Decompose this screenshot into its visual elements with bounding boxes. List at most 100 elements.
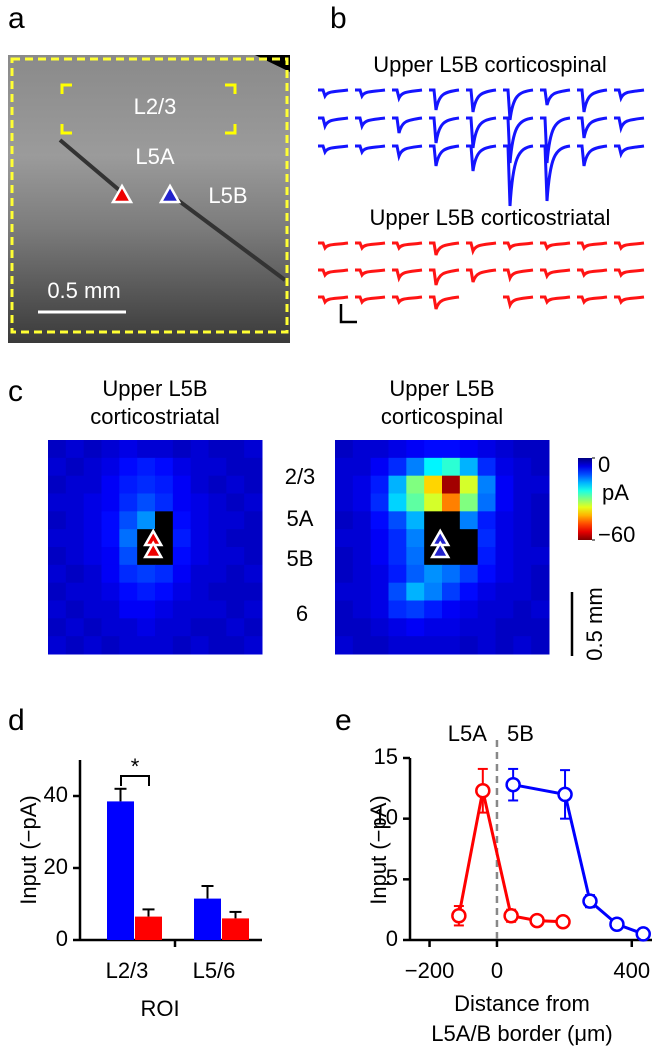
region-label: 5B [507,721,534,746]
map-cell [226,493,245,512]
map-cell [48,547,67,566]
map-cell [137,564,156,584]
map-cell [226,618,245,637]
trace [429,268,460,286]
trace [540,295,571,306]
map-cell [137,457,156,477]
map-cell [459,475,479,494]
trace [318,295,349,306]
map-cell [172,493,192,512]
map-cell [155,600,174,619]
pipette [58,138,127,197]
map-cell [531,618,550,637]
map-cell [388,636,407,655]
trace [503,268,534,283]
dashed-border [10,57,289,334]
x-axis-label: ROI [140,996,179,1021]
map-cell [83,636,102,655]
map-cell [388,511,407,530]
map-title: Upper L5B [102,376,207,401]
map-cell [335,529,354,548]
map-cell [335,600,354,619]
point [555,914,571,930]
trace [503,295,534,310]
map-cell [83,618,102,637]
map-cell [65,636,85,655]
map-cell [406,600,425,619]
map-cell [155,493,174,512]
map-cell [226,511,245,530]
map-cell [370,475,389,494]
map-cell [83,600,102,619]
trace [392,295,423,306]
no-data-cell [155,511,174,530]
trace [540,144,571,202]
map-cell [155,475,174,494]
trace [318,88,349,100]
trace [503,144,534,207]
trace [355,144,386,156]
map-cell [513,475,532,494]
map-cell [48,564,67,584]
neuron-marker [110,183,134,204]
map-cell [335,475,354,494]
map-cell [495,475,514,494]
y-tick-label: 5 [386,865,398,890]
x-axis-label: Distance from [454,991,590,1016]
map-cell [244,457,263,477]
map-cell [137,511,156,530]
colorbar-unit: pA [602,480,629,505]
map-cell [172,511,192,530]
map-cell [137,600,156,619]
map-cell [137,618,156,637]
map-cell [172,618,192,637]
map-cell [119,618,138,637]
map-cell [137,440,156,459]
trace [355,241,386,252]
map-cell [190,582,209,601]
map-cell [208,493,227,512]
map-cell [226,582,245,601]
map-cell [119,564,138,584]
map-cell [101,547,120,566]
trace [318,144,349,156]
trace [429,144,460,167]
layer-label: 5B [287,546,314,571]
map-cell [83,457,102,477]
map-cell [406,511,425,530]
map-cell [495,511,514,530]
trace [429,88,460,111]
map-cell [513,529,532,548]
map-cell [531,529,550,548]
map-cell [513,511,532,530]
map-cell [424,618,443,637]
map-cell [119,582,138,601]
x-axis-label: L5A/B border (μm) [431,1021,612,1046]
map-cell [477,529,496,548]
map-cell [208,600,227,619]
significance-label: * [131,754,140,779]
map-cell [406,564,425,584]
map-cell [513,636,532,655]
map-cell [442,582,461,601]
map-cell [119,475,138,494]
map-cell [208,511,227,530]
layer-label: 6 [296,601,308,626]
map-cell [65,493,85,512]
map-cell [352,511,372,530]
map-cell [477,600,496,619]
map-cell [459,636,479,655]
map-cell [531,440,550,459]
y-axis-label: Input (−pA) [366,795,391,904]
map-cell [388,600,407,619]
map-cell [370,493,389,512]
map-cell [335,547,354,566]
trace [318,268,349,279]
map-cell [244,475,263,494]
map-cell [48,493,67,512]
map-cell [531,600,550,619]
trace-title: Upper L5B corticospinal [373,52,607,77]
map-cell [495,636,514,655]
layer-label: L5A [135,144,174,169]
trace [540,241,571,252]
